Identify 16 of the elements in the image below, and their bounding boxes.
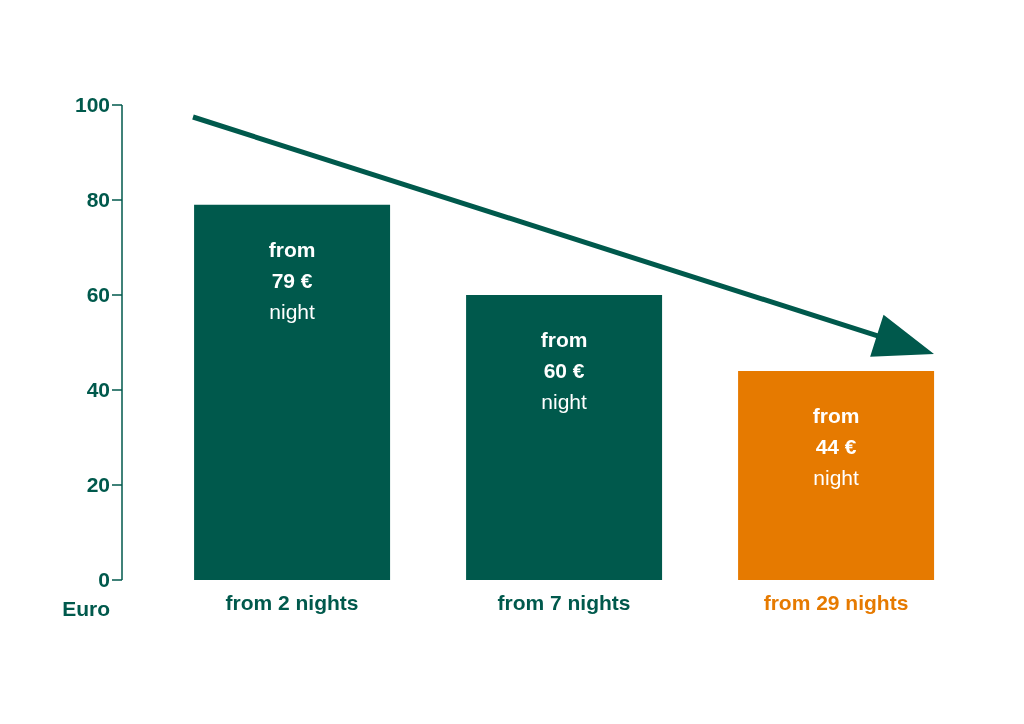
bar [466,295,663,580]
y-tick-label: 40 [86,378,110,402]
y-tick-label: 80 [86,188,110,212]
y-tick-label: 100 [74,93,110,117]
x-tick-label: from 29 nights [763,591,909,614]
x-tick-label: from 2 nights [225,591,359,614]
data-label: from 60 € night [540,328,588,413]
y-tick-label: 60 [86,283,110,307]
y-tick-label: 20 [86,473,110,497]
bar [194,204,391,580]
data-label: from 79 € night [268,237,316,323]
data-label: from 44 € night [812,404,860,489]
y-axis-title: Euro [62,597,110,620]
x-tick-label: from 7 nights [497,591,631,614]
bar [738,371,935,580]
y-tick-label: 0 [98,568,110,592]
